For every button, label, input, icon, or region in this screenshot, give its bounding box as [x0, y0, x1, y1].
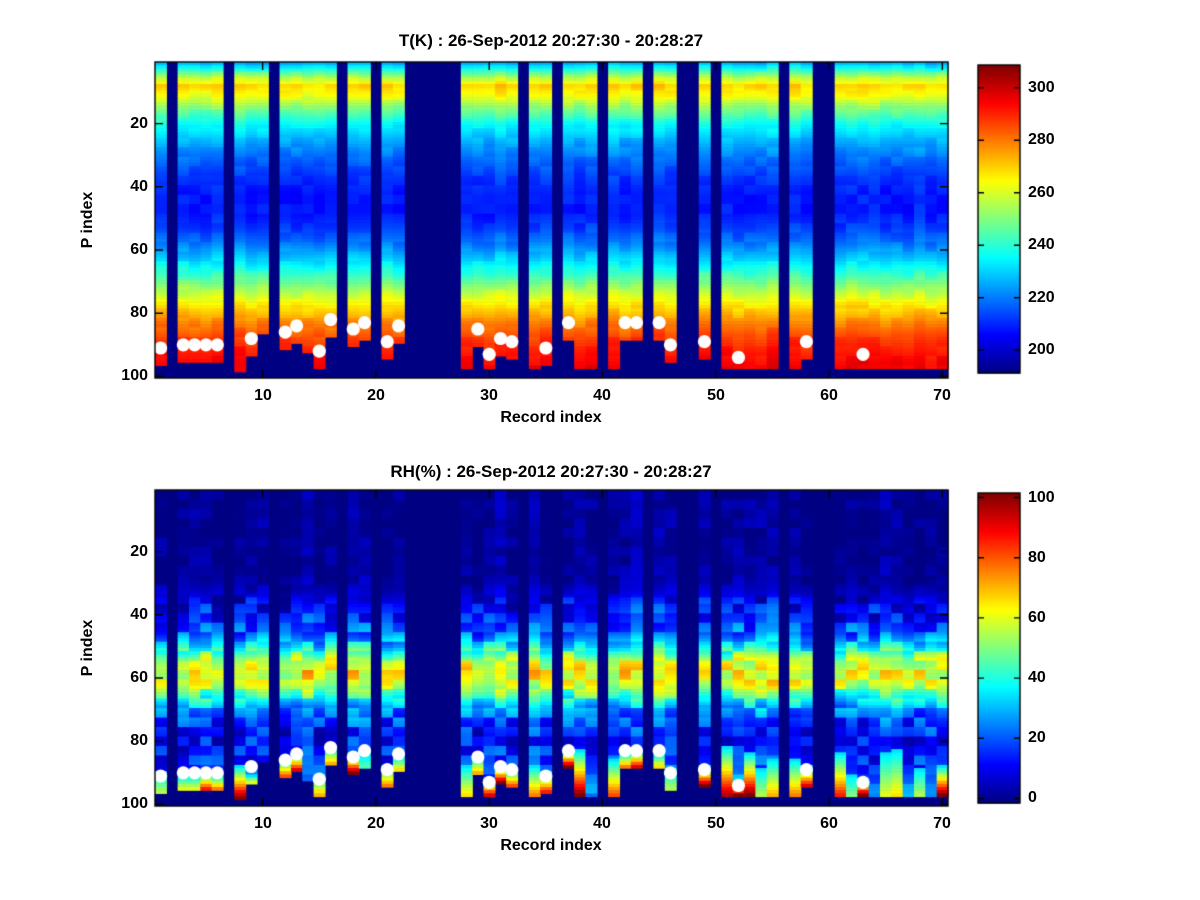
- bottom-y-tick-label: 40: [130, 606, 148, 623]
- bottom-y-tick-label: 100: [121, 795, 148, 812]
- bottom-x-tick-label: 30: [480, 815, 498, 832]
- top-x-tick-label: 20: [367, 387, 385, 404]
- bottom-x-tick-label: 70: [933, 815, 951, 832]
- bottom-colorbar-tick-label: 60: [1028, 609, 1046, 626]
- top-x-tick-label: 30: [480, 387, 498, 404]
- bottom-x-tick-label: 20: [367, 815, 385, 832]
- top-colorbar-tick-label: 280: [1028, 131, 1055, 148]
- bottom-colorbar-tick-label: 20: [1028, 729, 1046, 746]
- bottom-y-tick-label: 80: [130, 732, 148, 749]
- bottom-x-tick-label: 60: [820, 815, 838, 832]
- top-colorbar-tick-label: 220: [1028, 289, 1055, 306]
- top-colorbar-tick-label: 200: [1028, 341, 1055, 358]
- top-x-tick-label: 40: [593, 387, 611, 404]
- top-y-tick-label: 80: [130, 304, 148, 321]
- top-y-tick-label: 40: [130, 178, 148, 195]
- top-y-tick-label: 60: [130, 241, 148, 258]
- bottom-colorbar-tick-label: 40: [1028, 669, 1046, 686]
- bottom-panel-title: RH(%) : 26-Sep-2012 20:27:30 - 20:28:27: [390, 462, 712, 481]
- bottom-x-tick-label: 40: [593, 815, 611, 832]
- top-panel-title: T(K) : 26-Sep-2012 20:27:30 - 20:28:27: [398, 31, 704, 50]
- top-x-tick-label: 70: [933, 387, 951, 404]
- bottom-y-tick-label: 60: [130, 669, 148, 686]
- top-y-tick-label: 20: [130, 115, 148, 132]
- bottom-x-tick-label: 10: [254, 815, 272, 832]
- bottom-panel-x-axis-label: Record index: [500, 837, 602, 854]
- top-y-tick-label: 100: [121, 367, 148, 384]
- bottom-x-tick-label: 50: [707, 815, 725, 832]
- bottom-colorbar-tick-label: 80: [1028, 549, 1046, 566]
- top-colorbar-tick-label: 260: [1028, 184, 1055, 201]
- bottom-panel-y-axis-label: P index: [79, 619, 96, 677]
- top-x-tick-label: 50: [707, 387, 725, 404]
- bottom-y-tick-label: 20: [130, 543, 148, 560]
- top-x-tick-label: 10: [254, 387, 272, 404]
- top-panel-y-axis-label: P index: [79, 191, 96, 249]
- top-colorbar-tick-label: 300: [1028, 79, 1055, 96]
- bottom-colorbar-tick-label: 0: [1028, 789, 1037, 806]
- bottom-colorbar-tick-label: 100: [1028, 489, 1055, 506]
- top-panel-x-axis-label: Record index: [500, 409, 602, 426]
- top-x-tick-label: 60: [820, 387, 838, 404]
- top-colorbar-tick-label: 240: [1028, 236, 1055, 253]
